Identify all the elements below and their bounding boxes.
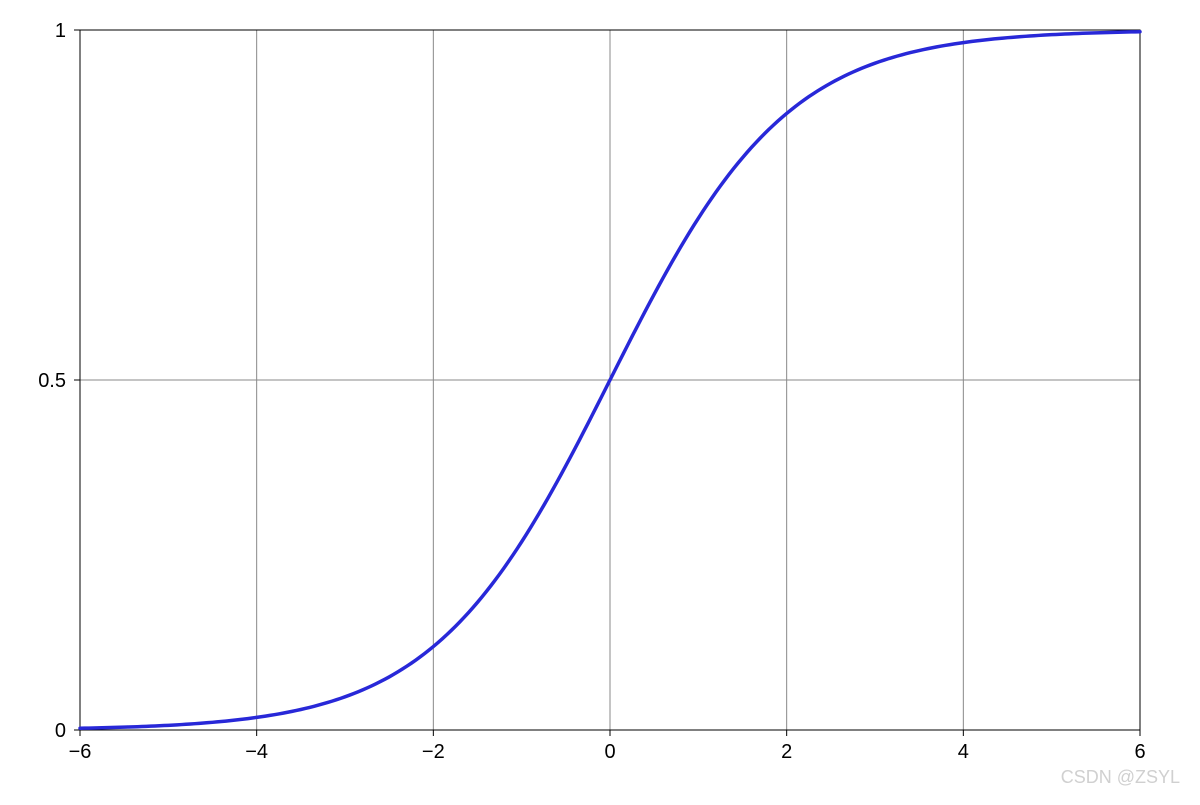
x-tick-label: 0 xyxy=(604,741,615,763)
x-tick-label: 6 xyxy=(1134,741,1145,763)
x-tick-label: 2 xyxy=(781,741,792,763)
y-tick-label: 0 xyxy=(55,720,66,742)
x-tick-label: −2 xyxy=(422,741,445,763)
y-tick-label: 0.5 xyxy=(38,370,66,392)
x-tick-label: −4 xyxy=(245,741,268,763)
x-tick-label: −6 xyxy=(69,741,92,763)
sigmoid-chart: −6 −4 −2 0 2 4 6 0 0.5 1 xyxy=(0,0,1200,805)
x-tick-label: 4 xyxy=(958,741,969,763)
watermark-text: CSDN @ZSYL xyxy=(1061,767,1180,788)
y-tick-label: 1 xyxy=(55,20,66,42)
